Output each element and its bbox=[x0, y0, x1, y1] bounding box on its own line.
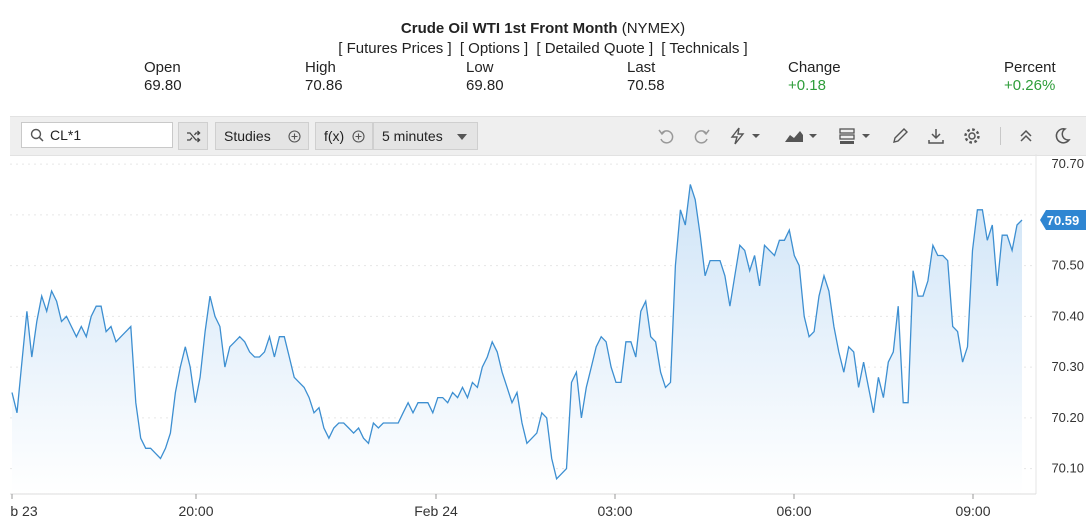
gear-icon[interactable] bbox=[962, 126, 982, 146]
stat-last-label: Last bbox=[627, 59, 656, 76]
price-area-fill bbox=[12, 184, 1022, 494]
search-icon bbox=[30, 128, 44, 142]
symbol-search-input[interactable]: CL*1 bbox=[21, 122, 173, 148]
moon-icon[interactable] bbox=[1052, 126, 1072, 146]
functions-label: f(x) bbox=[324, 128, 345, 144]
y-tick-label: 70.30 bbox=[1051, 359, 1084, 374]
instrument-name: Crude Oil WTI 1st Front Month bbox=[400, 20, 618, 37]
undo-icon[interactable] bbox=[656, 126, 676, 146]
lightning-icon[interactable] bbox=[728, 126, 762, 146]
y-tick-label: 70.50 bbox=[1051, 258, 1084, 273]
exchange-name: (NYMEX) bbox=[621, 20, 686, 37]
stat-open-value: 69.80 bbox=[144, 77, 182, 94]
area-chart-icon[interactable] bbox=[783, 126, 819, 146]
studies-label: Studies bbox=[224, 128, 271, 144]
stat-percent: Percent +0.26% bbox=[1004, 59, 1056, 95]
toolbar-divider bbox=[1000, 127, 1001, 145]
redo-icon[interactable] bbox=[692, 126, 712, 146]
shuffle-icon bbox=[187, 130, 201, 143]
y-tick-label: 70.20 bbox=[1051, 410, 1084, 425]
chart-toolbar: CL*1 Studies f(x) 5 minutes bbox=[10, 116, 1086, 156]
collapse-icon[interactable] bbox=[1016, 126, 1036, 146]
y-tick-label: 70.10 bbox=[1051, 461, 1084, 476]
stat-low: Low 69.80 bbox=[466, 59, 504, 95]
stat-open-label: Open bbox=[144, 59, 181, 76]
stat-low-label: Low bbox=[466, 59, 494, 76]
quote-links: [ Futures Prices ] [ Options ] [ Detaile… bbox=[0, 40, 1086, 57]
pencil-icon[interactable] bbox=[890, 126, 910, 146]
chevron-down-icon bbox=[457, 134, 467, 140]
stat-percent-value: +0.26% bbox=[1004, 77, 1056, 94]
x-tick-label: 06:00 bbox=[776, 503, 811, 519]
x-tick-label: b 23 bbox=[10, 503, 37, 519]
download-icon[interactable] bbox=[926, 126, 946, 146]
link-options[interactable]: [ Options ] bbox=[459, 40, 529, 57]
stat-last: Last 70.58 bbox=[627, 59, 665, 95]
link-detailed-quote[interactable]: [ Detailed Quote ] bbox=[536, 40, 654, 57]
interval-label: 5 minutes bbox=[382, 128, 443, 144]
symbol-value: CL*1 bbox=[50, 127, 82, 143]
bars-icon[interactable] bbox=[838, 126, 874, 146]
stat-percent-label: Percent bbox=[1004, 59, 1056, 76]
stat-change-label: Change bbox=[788, 59, 841, 76]
interval-select[interactable]: 5 minutes bbox=[373, 122, 478, 150]
price-line bbox=[11, 184, 1023, 481]
stat-low-value: 69.80 bbox=[466, 77, 504, 94]
x-tick-label: 09:00 bbox=[955, 503, 990, 519]
x-tick-label: 20:00 bbox=[178, 503, 213, 519]
stat-high: High 70.86 bbox=[305, 59, 343, 95]
stat-open: Open 69.80 bbox=[144, 59, 182, 95]
y-tick-label: 70.40 bbox=[1051, 308, 1084, 323]
plus-circle-icon bbox=[352, 130, 365, 143]
last-price-badge: 70.59 bbox=[1040, 209, 1086, 230]
stat-change-value: +0.18 bbox=[788, 77, 826, 94]
x-tick-label: Feb 24 bbox=[414, 503, 458, 519]
instrument-title: Crude Oil WTI 1st Front Month (NYMEX) bbox=[0, 20, 1086, 37]
studies-button[interactable]: Studies bbox=[215, 122, 309, 150]
stat-change: Change +0.18 bbox=[788, 59, 841, 95]
plus-circle-icon bbox=[288, 130, 301, 143]
compare-button[interactable] bbox=[178, 122, 208, 150]
last-price-label: 70.59 bbox=[1047, 213, 1080, 228]
link-technicals[interactable]: [ Technicals ] bbox=[661, 40, 748, 57]
functions-button[interactable]: f(x) bbox=[315, 122, 373, 150]
link-futures-prices[interactable]: [ Futures Prices ] bbox=[338, 40, 452, 57]
stat-high-value: 70.86 bbox=[305, 77, 343, 94]
x-tick-label: 03:00 bbox=[597, 503, 632, 519]
stat-last-value: 70.58 bbox=[627, 77, 665, 94]
stat-high-label: High bbox=[305, 59, 336, 76]
x-axis: b 23 20:00 Feb 24 03:00 06:00 09:00 bbox=[10, 494, 991, 519]
y-tick-label: 70.70 bbox=[1051, 156, 1084, 171]
